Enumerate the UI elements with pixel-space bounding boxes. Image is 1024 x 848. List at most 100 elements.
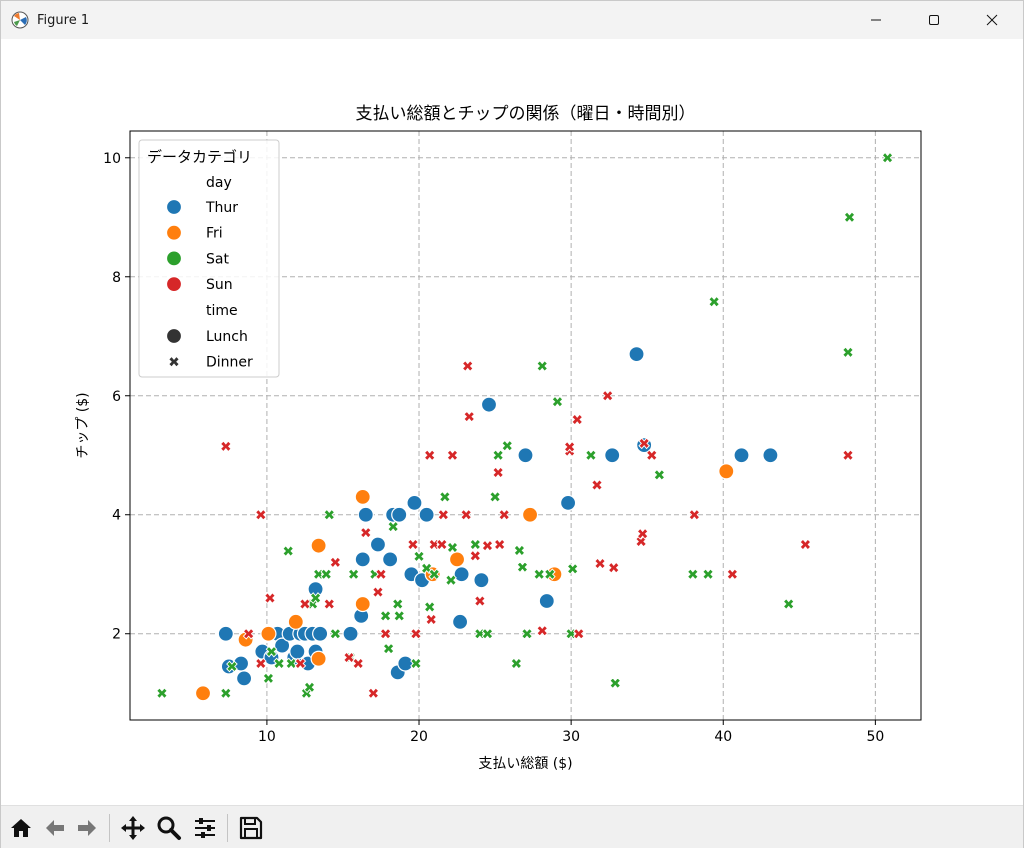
data-point-sun-dinner [219,440,232,453]
y-tick-label: 8 [112,270,121,286]
data-point-sun-dinner [636,527,649,540]
data-point-thur-lunch [453,566,470,583]
data-point-sat-dinner [881,151,894,164]
data-points [156,151,894,702]
data-point-sat-dinner [481,627,494,640]
y-tick-label: 4 [112,508,121,524]
scatter-chart: 10 20 30 40 50 2 4 6 8 10 支払い総額とチップの関係（曜日・時間別） 支払… [75,104,922,772]
close-button[interactable] [969,1,1015,39]
data-point-thur-lunch [274,637,291,654]
data-point-thur-lunch [391,506,408,523]
data-point-sun-dinner [492,466,504,479]
x-tick-label: 30 [562,729,580,745]
legend-label-sat: Sat [206,251,229,267]
data-point-sun-dinner [379,627,392,640]
legend: データカテゴリ day Thur Fri Sat Sun time Lunch Dinn… [138,139,280,378]
x-tick-label: 40 [714,729,732,745]
pan-button[interactable] [119,814,147,842]
legend-label-sun: Sun [206,277,233,293]
data-point-sat-dinner [347,568,360,581]
data-point-sun-dinner [425,613,438,626]
data-point-sun-dinner [842,449,854,462]
data-point-thur-lunch [369,536,387,553]
data-point-thur-lunch [289,643,306,660]
data-point-sat-dinner [423,601,436,613]
data-point-sun-dinner [367,687,380,700]
data-point-thur-lunch [480,396,498,413]
forward-button[interactable] [73,814,101,842]
data-point-thur-lunch [357,506,374,523]
data-point-sun-dinner [645,449,658,462]
legend-label-lunch: Lunch [206,329,248,345]
back-button[interactable] [41,814,69,842]
configure-subplots-button[interactable] [191,814,219,842]
x-tick-label: 20 [410,729,428,745]
data-point-sat-dinner [782,598,795,610]
data-point-sat-dinner [413,550,425,563]
data-point-sat-dinner [521,627,533,640]
legend-label-fri: Fri [206,226,223,242]
legend-time-entries: Lunch Dinner [165,327,253,371]
data-point-sun-dinner [481,539,494,552]
zoom-button[interactable] [155,814,183,842]
data-point-sun-dinner [474,595,486,607]
data-point-thur-lunch [604,447,621,464]
data-point-sun-dinner [264,592,276,604]
data-point-thur-lunch [235,670,253,687]
y-tick-label: 10 [103,151,121,167]
data-point-sat-dinner [382,642,395,655]
data-point-sun-dinner [493,538,506,551]
data-point-sat-dinner [492,449,504,462]
data-point-sun-dinner [469,549,482,562]
zoom-magnifier-icon [157,816,181,840]
data-point-sat-dinner [708,295,720,308]
data-point-sat-dinner [156,687,168,700]
data-point-sun-dinner [242,627,255,640]
data-point-thur-lunch [342,625,359,642]
data-point-sat-dinner [489,491,501,503]
data-point-thur-lunch [418,506,435,523]
legend-marker-fri [165,224,183,241]
home-button[interactable] [7,814,35,842]
data-point-sun-dinner [498,508,511,521]
data-point-sun-dinner [594,557,606,570]
data-point-fri-lunch [521,506,539,523]
data-point-thur-lunch [451,613,469,630]
data-point-sun-dinner [323,598,336,610]
back-arrow-icon [46,820,64,836]
data-point-thur-lunch [307,581,324,598]
save-button[interactable] [237,814,265,842]
data-point-sun-dinner [536,624,549,637]
data-point-sun-dinner [607,561,620,574]
data-point-fri-lunch [354,595,371,613]
matplotlib-logo-icon [11,11,29,29]
chart-title: 支払い総額とチップの関係（曜日・時間別） [356,104,696,124]
data-point-sat-dinner [273,657,285,670]
data-point-sat-dinner [439,491,451,503]
maximize-button[interactable] [911,1,957,39]
toolbar-separator [109,814,110,842]
close-icon [986,14,998,26]
data-point-sat-dinner [469,538,482,551]
home-icon [11,819,31,837]
legend-marker-lunch [165,327,183,345]
axes-frame [129,130,922,721]
data-point-fri-lunch [310,537,327,554]
data-point-sat-dinner [309,592,322,604]
maximize-icon [929,15,939,25]
data-point-sat-dinner [702,568,714,581]
legend-label-dinner: Dinner [206,355,253,371]
minimize-button[interactable] [853,1,899,39]
data-point-sat-dinner [551,395,564,408]
data-point-sat-dinner [219,687,232,700]
data-point-sat-dinner [516,561,529,573]
forward-arrow-icon [78,820,96,836]
data-point-sat-dinner [445,574,457,587]
data-point-sun-dinner [446,449,459,462]
data-point-sun-dinner [410,627,422,640]
data-point-sat-dinner [501,439,514,452]
data-point-sun-dinner [294,657,307,670]
data-point-sat-dinner [410,657,422,670]
legend-marker-dinner [168,355,180,368]
data-point-sat-dinner [686,568,699,581]
